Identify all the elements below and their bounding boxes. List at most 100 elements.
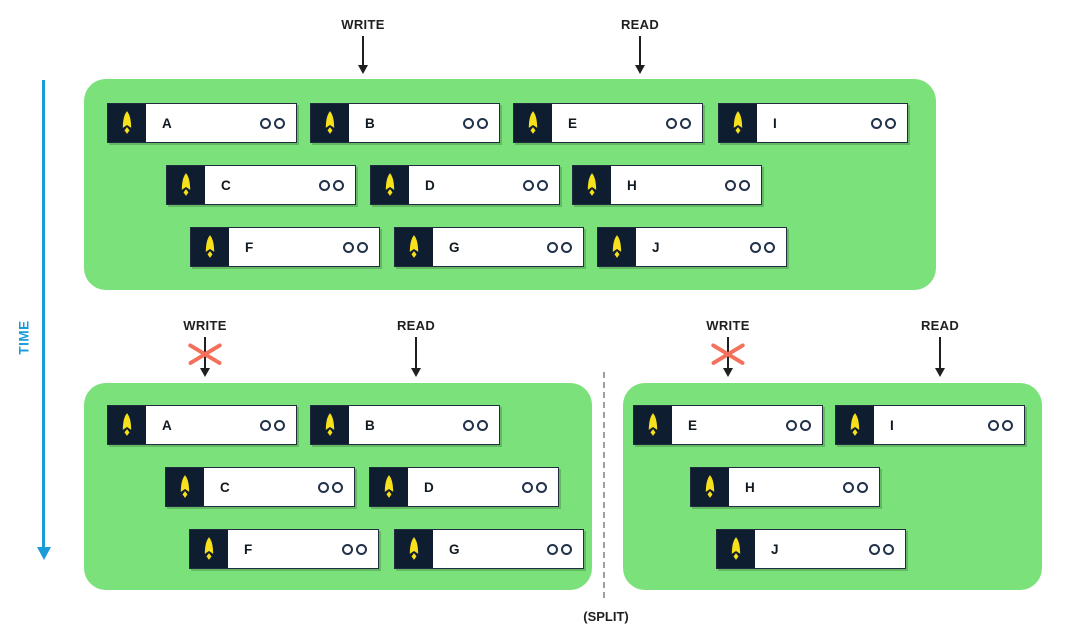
status-circles xyxy=(547,530,583,568)
split-divider xyxy=(603,372,605,598)
node-label: A xyxy=(162,417,172,433)
status-circle xyxy=(871,117,882,129)
status-circle xyxy=(522,481,533,493)
status-circle xyxy=(750,241,761,253)
rocket-icon xyxy=(371,166,409,204)
status-circle xyxy=(764,241,775,253)
read-label: READ xyxy=(620,17,660,32)
status-circles xyxy=(260,104,296,142)
node-label: B xyxy=(365,115,375,131)
node-label: E xyxy=(568,115,578,131)
node-br-J: J xyxy=(716,529,906,569)
status-circles xyxy=(869,530,905,568)
write-label: WRITE xyxy=(341,17,385,32)
node-top-J: J xyxy=(597,227,787,267)
status-circle xyxy=(260,419,271,431)
node-label: E xyxy=(688,417,698,433)
rocket-icon xyxy=(573,166,611,204)
rocket-icon xyxy=(311,406,349,444)
status-circles xyxy=(786,406,822,444)
rocket-icon xyxy=(108,104,146,142)
write-arrow-top: WRITE xyxy=(318,17,408,66)
down-arrow-icon xyxy=(639,36,641,66)
status-circle xyxy=(356,543,367,555)
read-arrow-bottom-right: READ xyxy=(895,318,985,369)
status-circles xyxy=(523,166,559,204)
status-circle xyxy=(680,117,691,129)
node-top-I: I xyxy=(718,103,908,143)
node-br-H: H xyxy=(690,467,880,507)
node-br-E: E xyxy=(633,405,823,445)
rocket-icon xyxy=(166,468,204,506)
status-circles xyxy=(522,468,558,506)
status-circle xyxy=(319,179,330,191)
status-circle xyxy=(342,543,353,555)
node-br-I: I xyxy=(835,405,1025,445)
node-bl-F: F xyxy=(189,529,379,569)
node-top-D: D xyxy=(370,165,560,205)
write-arrow-bottom-right: WRITE xyxy=(683,318,773,369)
status-circles xyxy=(666,104,702,142)
node-label: A xyxy=(162,115,172,131)
read-arrow-top: READ xyxy=(595,17,685,66)
node-label: B xyxy=(365,417,375,433)
rocket-icon xyxy=(395,228,433,266)
status-circle xyxy=(843,481,854,493)
rocket-icon xyxy=(108,406,146,444)
node-top-C: C xyxy=(166,165,356,205)
rocket-icon xyxy=(167,166,205,204)
node-label: C xyxy=(221,177,231,193)
blocked-x-icon xyxy=(186,343,224,365)
write-label: WRITE xyxy=(183,318,227,333)
read-arrow-bottom-left: READ xyxy=(371,318,461,369)
node-bl-G: G xyxy=(394,529,584,569)
status-circle xyxy=(725,179,736,191)
status-circle xyxy=(561,241,572,253)
status-circle xyxy=(537,179,548,191)
node-top-H: H xyxy=(572,165,762,205)
node-label: H xyxy=(627,177,637,193)
status-circle xyxy=(274,117,285,129)
down-arrow-icon xyxy=(415,337,417,369)
status-circle xyxy=(885,117,896,129)
rocket-icon xyxy=(719,104,757,142)
node-label: H xyxy=(745,479,755,495)
rocket-icon xyxy=(311,104,349,142)
node-top-F: F xyxy=(190,227,380,267)
status-circle xyxy=(869,543,880,555)
status-circles xyxy=(750,228,786,266)
status-circle xyxy=(547,543,558,555)
status-circle xyxy=(274,419,285,431)
status-circle xyxy=(463,419,474,431)
status-circle xyxy=(463,117,474,129)
node-label: C xyxy=(220,479,230,495)
node-bl-B: B xyxy=(310,405,500,445)
status-circles xyxy=(988,406,1024,444)
time-axis-arrow-icon xyxy=(42,80,45,548)
node-top-A: A xyxy=(107,103,297,143)
status-circle xyxy=(477,419,488,431)
node-label: I xyxy=(773,115,777,131)
status-circle xyxy=(343,241,354,253)
status-circle xyxy=(357,241,368,253)
status-circle xyxy=(857,481,868,493)
status-circles xyxy=(342,530,378,568)
node-label: G xyxy=(449,541,460,557)
status-circle xyxy=(477,117,488,129)
status-circle xyxy=(1002,419,1013,431)
rocket-icon xyxy=(514,104,552,142)
status-circle xyxy=(333,179,344,191)
status-circle xyxy=(739,179,750,191)
status-circles xyxy=(463,104,499,142)
rocket-icon xyxy=(691,468,729,506)
status-circles xyxy=(547,228,583,266)
node-label: J xyxy=(652,239,660,255)
status-circle xyxy=(332,481,343,493)
node-top-B: B xyxy=(310,103,500,143)
status-circles xyxy=(843,468,879,506)
status-circle xyxy=(260,117,271,129)
rocket-icon xyxy=(836,406,874,444)
node-label: J xyxy=(771,541,779,557)
read-label: READ xyxy=(920,318,960,333)
